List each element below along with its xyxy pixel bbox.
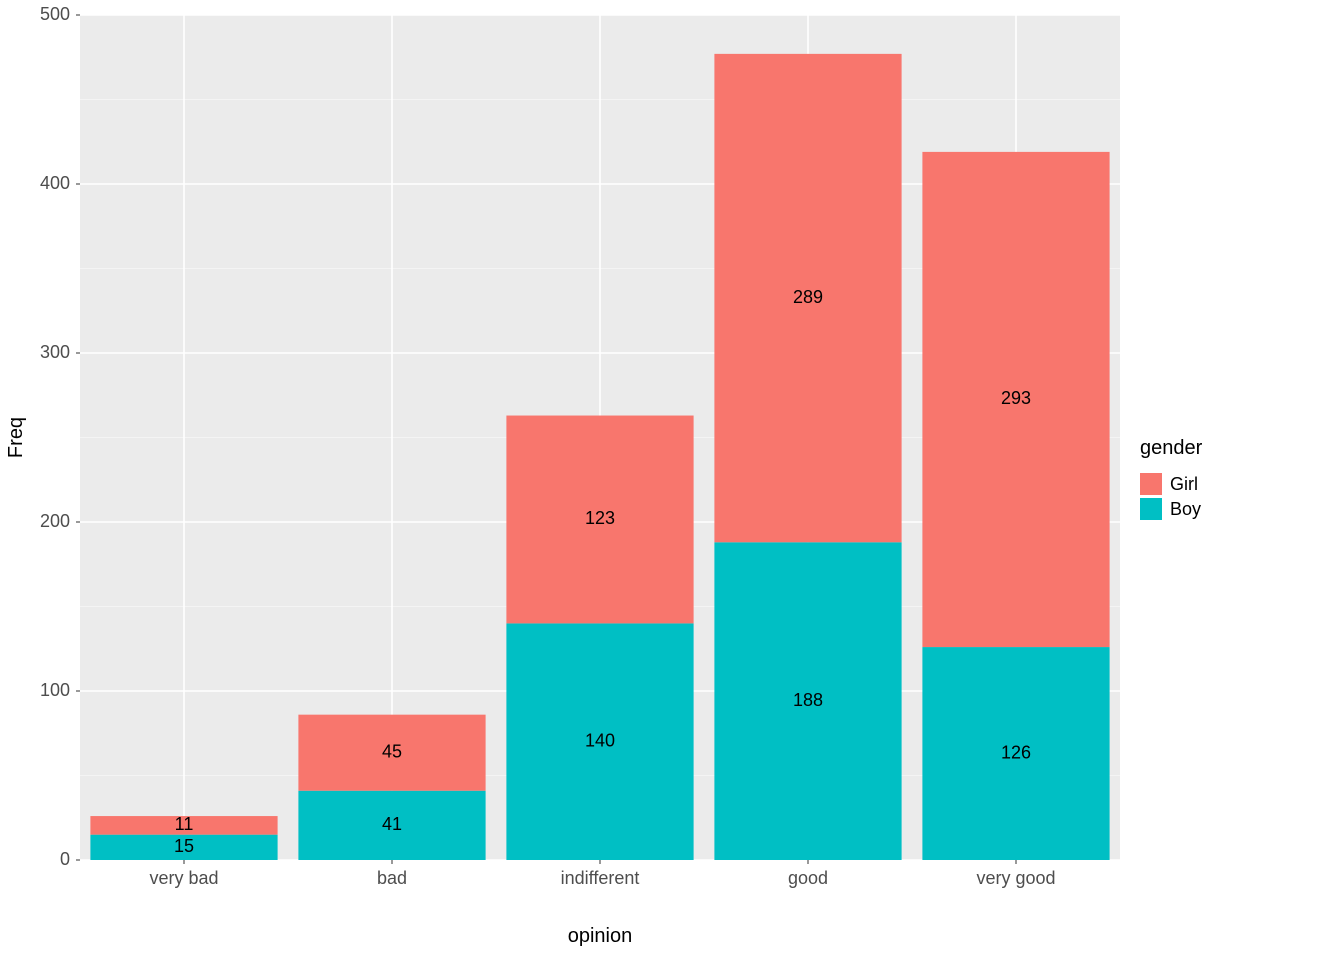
svg-text:123: 123 <box>585 508 615 528</box>
svg-text:45: 45 <box>382 741 402 761</box>
svg-text:very bad: very bad <box>149 868 218 888</box>
svg-text:500: 500 <box>40 4 70 24</box>
svg-text:0: 0 <box>60 849 70 869</box>
chart-column: 1511 41 45 140 123 188 289 126 293 0 100 200 300 400 5… <box>0 0 1130 960</box>
svg-text:100: 100 <box>40 680 70 700</box>
svg-text:300: 300 <box>40 342 70 362</box>
svg-text:Freq: Freq <box>5 417 27 458</box>
legend-title: gender <box>1140 437 1202 460</box>
svg-text:11: 11 <box>175 814 194 834</box>
svg-text:good: good <box>788 868 828 888</box>
svg-text:opinion: opinion <box>568 925 633 947</box>
svg-text:293: 293 <box>1001 388 1031 408</box>
legend-label: Boy <box>1170 499 1201 520</box>
svg-text:15: 15 <box>174 836 194 856</box>
legend: gender Girl Boy <box>1130 0 1344 960</box>
legend-swatch <box>1140 498 1162 520</box>
svg-text:400: 400 <box>40 173 70 193</box>
chart-wrapper: 1511 41 45 140 123 188 289 126 293 0 100 200 300 400 5… <box>0 0 1344 960</box>
legend-label: Girl <box>1170 474 1198 495</box>
svg-text:41: 41 <box>382 814 402 834</box>
svg-text:indifferent: indifferent <box>561 868 640 888</box>
legend-item-girl: Girl <box>1140 473 1201 495</box>
svg-text:very good: very good <box>976 868 1055 888</box>
svg-text:140: 140 <box>585 730 615 750</box>
legend-items: Girl Boy <box>1140 470 1201 523</box>
svg-text:289: 289 <box>793 287 823 307</box>
svg-text:200: 200 <box>40 511 70 531</box>
legend-swatch <box>1140 473 1162 495</box>
stacked-bar-chart: 1511 41 45 140 123 188 289 126 293 0 100 200 300 400 5… <box>0 0 1130 960</box>
legend-item-boy: Boy <box>1140 498 1201 520</box>
svg-text:bad: bad <box>377 868 407 888</box>
svg-text:126: 126 <box>1001 742 1031 762</box>
svg-text:188: 188 <box>793 690 823 710</box>
